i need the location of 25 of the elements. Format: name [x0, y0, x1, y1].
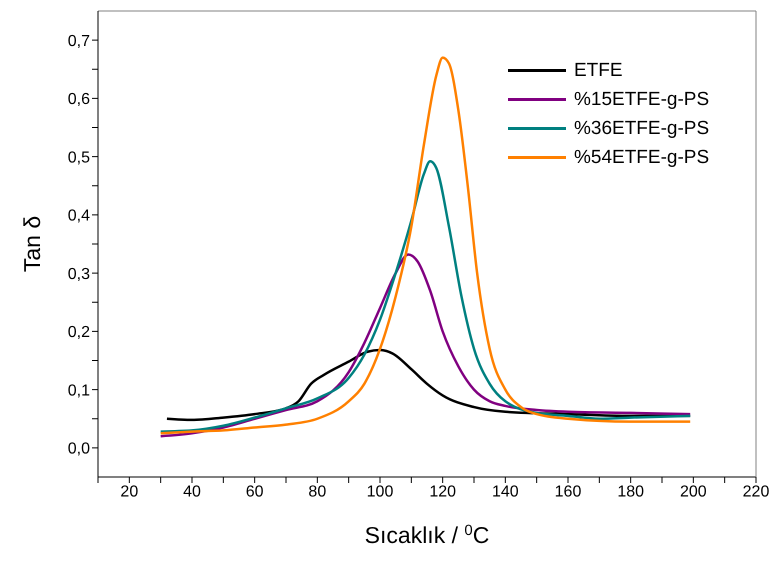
x-tick-label: 40 — [183, 483, 201, 500]
y-tick-label: 0,7 — [68, 32, 90, 50]
x-tick-label: 180 — [617, 483, 644, 500]
y-tick-label: 0,3 — [68, 266, 90, 283]
legend-label: %36ETFE-g-PS — [574, 117, 710, 141]
y-tick-label: 0,4 — [68, 208, 90, 225]
legend-label: %54ETFE-g-PS — [574, 146, 710, 170]
x-tick-label: 160 — [554, 483, 582, 500]
y-tick-label: 0,1 — [68, 382, 90, 400]
x-tick-label: 220 — [742, 483, 770, 500]
x-tick-label: 140 — [492, 483, 519, 500]
y-tick-label: 0,6 — [68, 91, 90, 108]
legend-label: ETFE — [574, 59, 623, 83]
y-tick-label: 0,2 — [68, 324, 90, 342]
x-tick-label: 60 — [246, 483, 264, 500]
x-tick-label: 200 — [680, 483, 707, 500]
x-tick-label: 120 — [429, 483, 456, 500]
y-tick-label: 0,5 — [68, 149, 90, 166]
y-axis-title: Tan δ — [19, 216, 45, 272]
x-tick-label: 80 — [308, 483, 326, 500]
x-tick-label: 100 — [366, 483, 394, 500]
x-tick-label: 20 — [120, 483, 138, 500]
x-axis-title: Sıcaklık / $^{0}$C — [364, 522, 490, 548]
legend-label: %15ETFE-g-PS — [574, 88, 710, 112]
y-tick-label: 0,0 — [68, 440, 90, 458]
